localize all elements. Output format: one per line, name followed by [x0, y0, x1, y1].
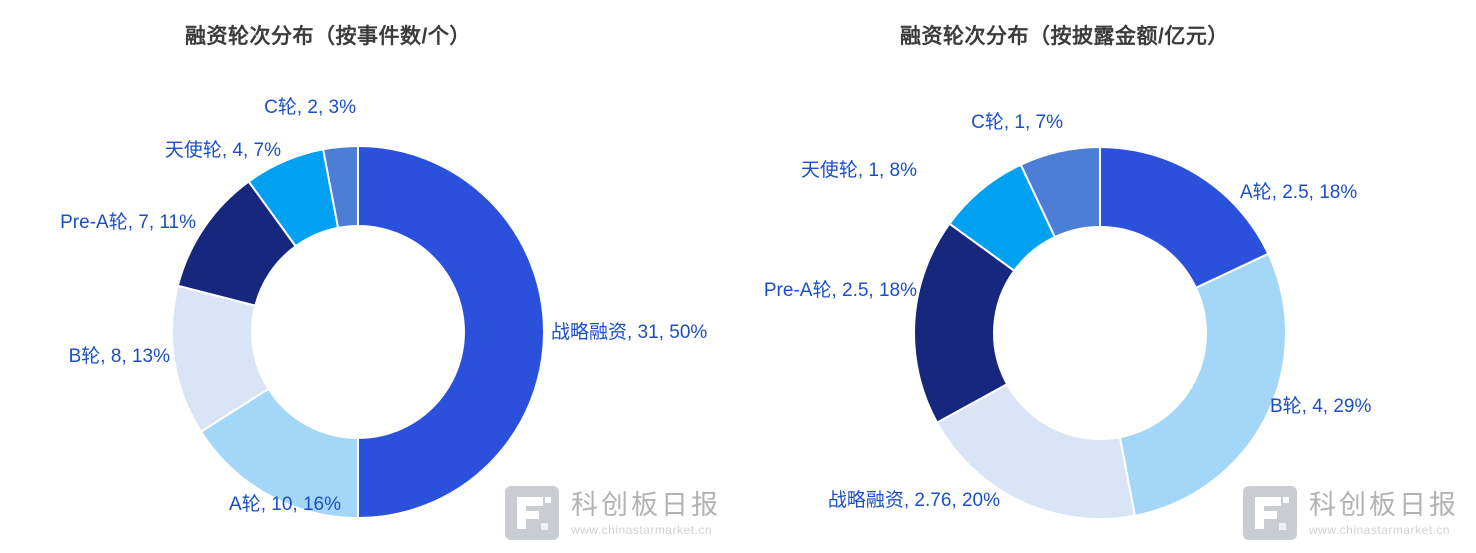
watermark-url: www.chinastarmarket.cn — [571, 523, 713, 538]
chart-title-by-amount: 融资轮次分布（按披露金额/亿元） — [900, 25, 1229, 48]
watermark-text: 科创板日报 www.chinastarmarket.cn — [571, 489, 721, 537]
chart-panel-by-events: 融资轮次分布（按事件数/个） 战略融资, 31, 50% A轮, 10, 16% B… — [60, 25, 707, 520]
pie-slice — [935, 382, 1137, 520]
slice-label: C轮, 2, 3% — [264, 96, 356, 118]
slice-label: B轮, 8, 13% — [69, 345, 170, 367]
chart-title-by-events: 融资轮次分布（按事件数/个） — [185, 25, 471, 48]
pie-slice — [1099, 145, 1270, 290]
slice-label: Pre-A轮, 7, 11% — [60, 211, 196, 233]
watermark-logo-icon — [1243, 486, 1297, 540]
watermark-url: www.chinastarmarket.cn — [1309, 523, 1451, 538]
watermark: 科创板日报 www.chinastarmarket.cn — [1243, 486, 1459, 540]
watermark: 科创板日报 www.chinastarmarket.cn — [505, 486, 721, 540]
slice-label: B轮, 4, 29% — [1270, 395, 1371, 417]
watermark-text: 科创板日报 www.chinastarmarket.cn — [1309, 489, 1459, 537]
pie-slice — [1118, 252, 1287, 517]
donut-chart-by-amount: A轮, 2.5, 18% B轮, 4, 29% 战略融资, 2.76, 20% Pre… — [764, 111, 1371, 520]
slice-label: C轮, 1, 7% — [971, 111, 1063, 133]
donut-chart-by-events: 战略融资, 31, 50% A轮, 10, 16% B轮, 8, 13% Pre-A轮… — [60, 96, 707, 520]
slice-label: 战略融资, 2.76, 20% — [828, 489, 1000, 511]
pie-slice — [357, 144, 545, 520]
watermark-brand: 科创板日报 — [571, 489, 721, 520]
slice-label: 天使轮, 4, 7% — [165, 139, 281, 161]
chart-panel-by-amount: 融资轮次分布（按披露金额/亿元） A轮, 2.5, 18% B轮, 4, 29% 战… — [738, 0, 1476, 553]
pie-slice — [913, 222, 1016, 424]
slice-label: 天使轮, 1, 8% — [801, 159, 917, 181]
pie-slice — [321, 144, 359, 230]
slice-label: Pre-A轮, 2.5, 18% — [764, 279, 917, 301]
slice-label: 战略融资, 31, 50% — [551, 321, 707, 343]
pie-slice — [1019, 145, 1101, 239]
watermark-brand: 科创板日报 — [1309, 489, 1459, 520]
watermark-logo-icon — [505, 486, 559, 540]
slice-label: A轮, 10, 16% — [229, 493, 341, 515]
slice-label: A轮, 2.5, 18% — [1240, 181, 1357, 203]
